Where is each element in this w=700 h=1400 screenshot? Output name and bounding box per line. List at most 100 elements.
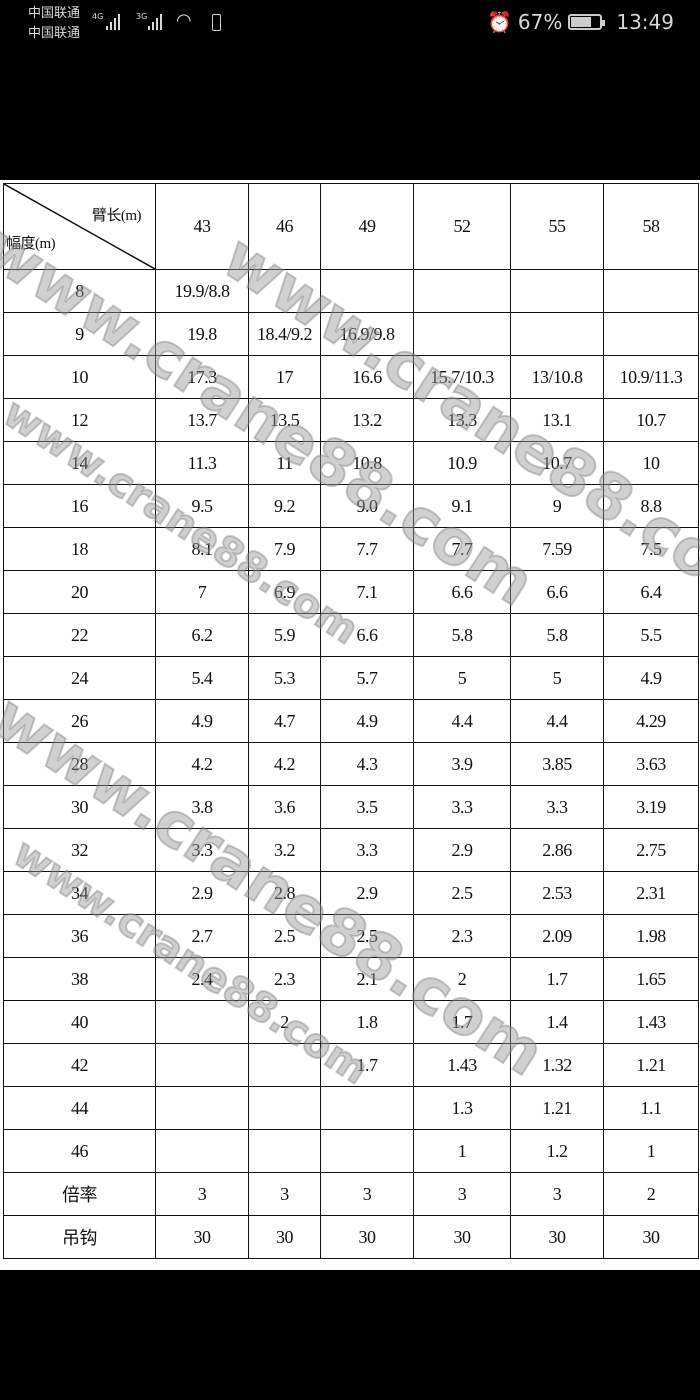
table-row: 9 19.8 18.4/9.2 16.9/9.8 <box>3 312 699 356</box>
table-cell: 9.0 <box>320 484 414 528</box>
table-cell: 1.2 <box>510 1129 604 1173</box>
row-label: 22 <box>3 613 156 657</box>
table-row: 38 2.4 2.3 2.1 2 1.7 1.65 <box>3 957 699 1001</box>
table-cell: 10 <box>603 441 699 485</box>
row-label: 14 <box>3 441 156 485</box>
boom-length-label: 臂长(m) <box>91 208 142 224</box>
table-cell: 13.5 <box>248 398 321 442</box>
table-cell <box>320 1129 414 1173</box>
network-type-1: 4G <box>92 12 104 21</box>
column-header: 43 <box>155 183 249 270</box>
table-cell: 5.3 <box>248 656 321 700</box>
table-cell: 1.3 <box>413 1086 511 1130</box>
table-cell: 17.3 <box>155 355 249 399</box>
clock: 13:49 <box>616 10 674 34</box>
table-cell: 30 <box>413 1215 511 1259</box>
table-cell: 5.5 <box>603 613 699 657</box>
row-label: 吊钩 <box>3 1215 156 1259</box>
table-cell: 4.2 <box>155 742 249 786</box>
table-cell <box>510 269 604 313</box>
column-header: 49 <box>320 183 414 270</box>
table-cell: 11.3 <box>155 441 249 485</box>
table-cell: 1.43 <box>413 1043 511 1087</box>
table-cell: 16.9/9.8 <box>320 312 414 356</box>
column-header: 58 <box>603 183 699 270</box>
table-cell: 7 <box>155 570 249 614</box>
table-row: 16 9.5 9.2 9.0 9.1 9 8.8 <box>3 484 699 528</box>
row-label: 26 <box>3 699 156 743</box>
table-cell: 4.2 <box>248 742 321 786</box>
column-header: 46 <box>248 183 321 270</box>
table-cell: 3.5 <box>320 785 414 829</box>
table-cell: 7.9 <box>248 527 321 571</box>
row-label: 18 <box>3 527 156 571</box>
row-label: 46 <box>3 1129 156 1173</box>
table-row: 20 7 6.9 7.1 6.6 6.6 6.4 <box>3 570 699 614</box>
alarm-icon: ⏰ <box>487 10 512 34</box>
table-cell: 30 <box>248 1215 321 1259</box>
table-row: 24 5.4 5.3 5.7 5 5 4.9 <box>3 656 699 700</box>
table-cell: 19.8 <box>155 312 249 356</box>
table-cell: 8.8 <box>603 484 699 528</box>
table-row: 14 11.3 11 10.8 10.9 10.7 10 <box>3 441 699 485</box>
table-cell: 4.9 <box>155 699 249 743</box>
table-cell: 3.9 <box>413 742 511 786</box>
row-label: 42 <box>3 1043 156 1087</box>
table-cell: 10.7 <box>603 398 699 442</box>
table-cell: 30 <box>603 1215 699 1259</box>
table-cell: 3.6 <box>248 785 321 829</box>
table-cell: 10.7 <box>510 441 604 485</box>
table-cell: 30 <box>320 1215 414 1259</box>
table-cell <box>248 1129 321 1173</box>
table-cell: 13.2 <box>320 398 414 442</box>
table-cell: 1.8 <box>320 1000 414 1044</box>
carrier-1: 中国联通 <box>28 6 81 21</box>
column-header: 55 <box>510 183 604 270</box>
radius-label: 幅度(m) <box>6 236 56 252</box>
table-cell: 8.1 <box>155 527 249 571</box>
table-cell <box>248 1086 321 1130</box>
carrier-2: 中国联通 <box>28 26 81 41</box>
table-cell: 30 <box>155 1215 249 1259</box>
table-row: 44 1.3 1.21 1.1 <box>3 1086 699 1130</box>
signal-icon <box>148 14 162 30</box>
table-cell <box>603 269 699 313</box>
table-cell: 6.4 <box>603 570 699 614</box>
table-cell: 3 <box>510 1172 604 1216</box>
table-cell: 3 <box>248 1172 321 1216</box>
table-cell: 10.9 <box>413 441 511 485</box>
table-cell <box>603 312 699 356</box>
network-type-2: 3G <box>136 12 148 21</box>
table-cell: 1.21 <box>510 1086 604 1130</box>
table-cell: 1.1 <box>603 1086 699 1130</box>
table-cell: 1.7 <box>413 1000 511 1044</box>
table-cell: 5.9 <box>248 613 321 657</box>
table-cell: 13.3 <box>413 398 511 442</box>
table-cell <box>413 269 511 313</box>
table-cell: 3.3 <box>320 828 414 872</box>
table-cell: 3.3 <box>510 785 604 829</box>
table-cell: 3 <box>320 1172 414 1216</box>
row-label: 10 <box>3 355 156 399</box>
table-row: 42 1.7 1.43 1.32 1.21 <box>3 1043 699 1087</box>
table-cell: 1.7 <box>320 1043 414 1087</box>
row-label: 36 <box>3 914 156 958</box>
table-cell: 5.4 <box>155 656 249 700</box>
row-label: 8 <box>3 269 156 313</box>
table-cell: 2 <box>603 1172 699 1216</box>
table-cell: 2.53 <box>510 871 604 915</box>
table-row: 30 3.8 3.6 3.5 3.3 3.3 3.19 <box>3 785 699 829</box>
table-cell: 7.59 <box>510 527 604 571</box>
row-label: 20 <box>3 570 156 614</box>
table-cell: 2.5 <box>248 914 321 958</box>
table-row: 22 6.2 5.9 6.6 5.8 5.8 5.5 <box>3 613 699 657</box>
row-label: 24 <box>3 656 156 700</box>
table-cell: 1.98 <box>603 914 699 958</box>
table-cell: 6.6 <box>413 570 511 614</box>
row-label: 16 <box>3 484 156 528</box>
table-cell: 6.6 <box>510 570 604 614</box>
table-cell: 1.43 <box>603 1000 699 1044</box>
table-cell: 2.9 <box>413 828 511 872</box>
table-cell: 4.29 <box>603 699 699 743</box>
table-cell: 2.7 <box>155 914 249 958</box>
